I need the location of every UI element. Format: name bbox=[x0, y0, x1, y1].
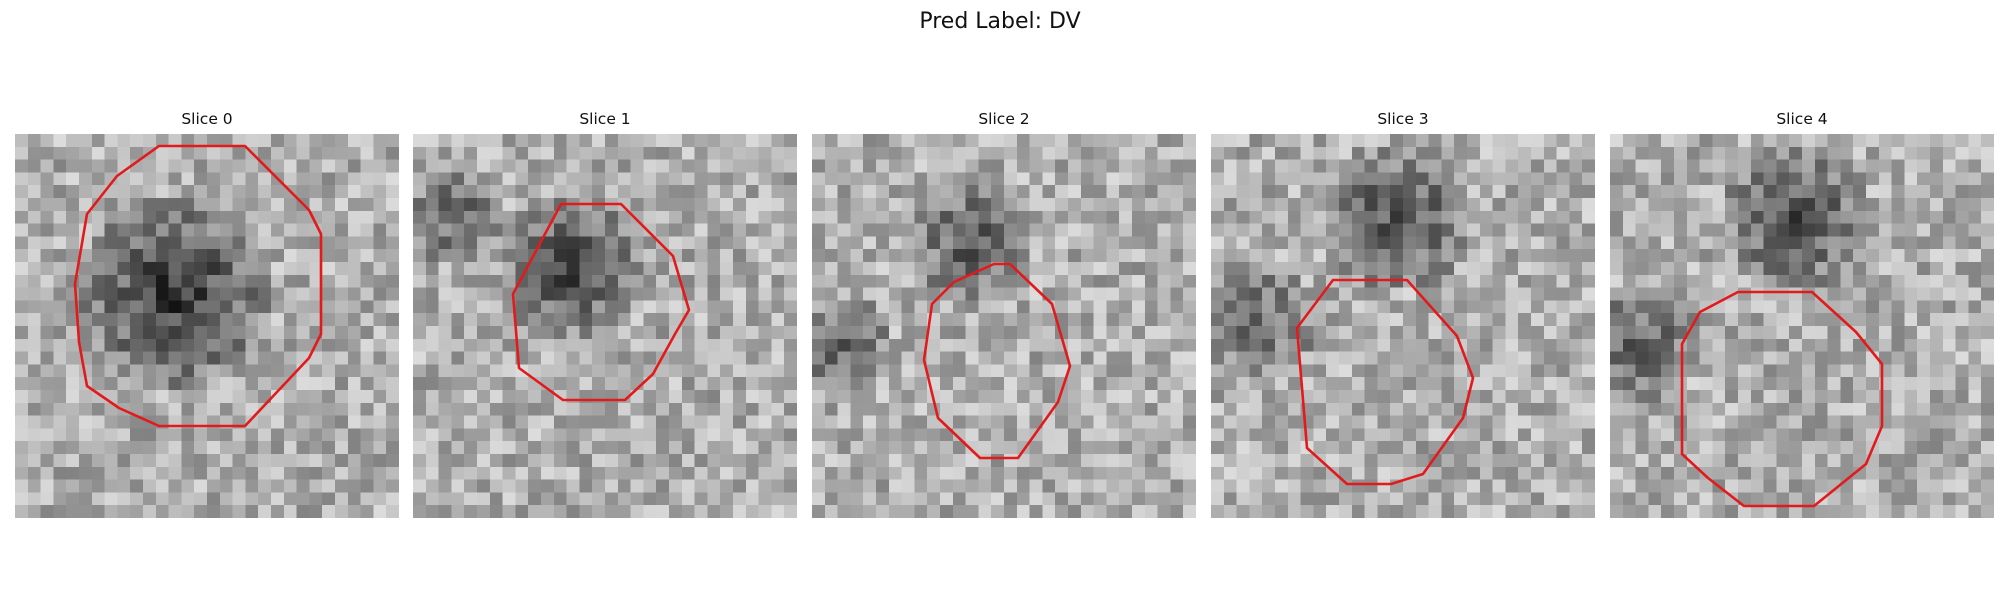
slice-panel: Slice 2 bbox=[812, 108, 1196, 518]
slice-title: Slice 3 bbox=[1377, 110, 1429, 128]
slice-image bbox=[1610, 134, 1994, 518]
slice-image bbox=[812, 134, 1196, 518]
figure-title: Pred Label: DV bbox=[919, 9, 1081, 34]
slice-title: Slice 0 bbox=[181, 110, 233, 128]
slice-panel: Slice 1 bbox=[413, 108, 797, 518]
slice-title: Slice 2 bbox=[978, 110, 1030, 128]
slice-panel: Slice 3 bbox=[1211, 108, 1595, 518]
segmentation-outline bbox=[1680, 290, 1884, 508]
slice-image bbox=[1211, 134, 1595, 518]
slice-title: Slice 4 bbox=[1776, 110, 1828, 128]
segmentation-outline bbox=[922, 262, 1072, 460]
slice-title: Slice 1 bbox=[579, 110, 631, 128]
segmentation-outline bbox=[73, 144, 323, 428]
slice-panel: Slice 4 bbox=[1610, 108, 1994, 518]
segmentation-outline bbox=[1295, 278, 1475, 486]
slice-image bbox=[413, 134, 797, 518]
segmentation-outline bbox=[511, 202, 691, 402]
slice-panel: Slice 0 bbox=[15, 108, 399, 518]
